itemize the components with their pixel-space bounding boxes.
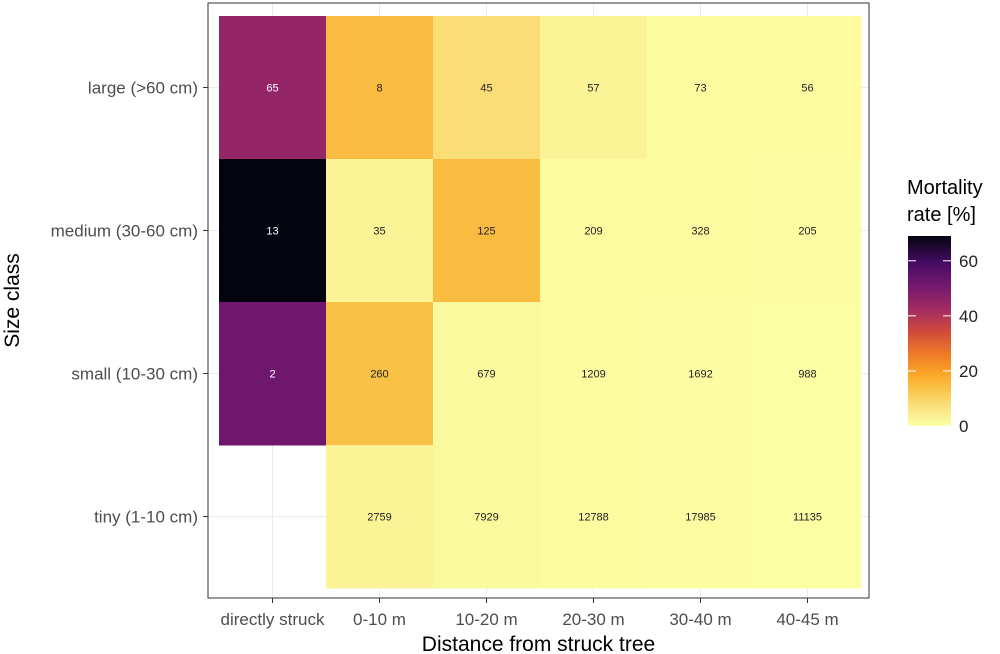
cell-count-label: 65 [266,83,278,95]
heatmap-cell [647,302,755,446]
cell-count-label: 45 [480,83,492,95]
x-tick-label: directly struck [221,610,325,629]
legend-tick-label: 0 [959,417,968,436]
cell-count-label: 56 [801,83,813,95]
heatmap-cell [647,159,755,303]
cell-count-label: 988 [798,369,816,381]
y-axis-title: Size class [1,253,24,348]
x-tick-label: 30-40 m [669,610,731,629]
cell-count-label: 13 [266,226,278,238]
heatmap-cell [326,445,434,589]
heatmap-cell [754,302,862,446]
panel-border [207,2,870,599]
legend-tick-label: 20 [959,362,978,381]
heatmap-cell [433,445,541,589]
cell-count-label: 12788 [578,512,609,524]
x-axis: directly struck 0-10 m 10-20 m 20-30 m 30-40… [221,598,839,629]
cell-count-label: 2 [269,369,275,381]
x-tick-label: 40-45 m [776,610,838,629]
y-tick-label: large (>60 cm) [88,79,198,98]
cell-count-label: 7929 [474,512,498,524]
y-axis: large (>60 cm) medium (30-60 cm) small (10… [51,79,208,527]
cell-count-label: 35 [373,226,385,238]
x-tick-label: 20-30 m [562,610,624,629]
legend-colorbar [908,236,951,426]
heatmap-cell [433,302,541,446]
cell-count-label: 17985 [685,512,716,524]
cell-count-label: 57 [587,83,599,95]
heatmap-cell [754,16,862,160]
y-tick-label: tiny (1-10 cm) [94,508,198,527]
legend-tick-label: 40 [959,307,978,326]
color-legend: Mortality rate [%] 0 20 40 60 [907,177,983,436]
cell-count-label: 205 [798,226,816,238]
heatmap-cell [433,159,541,303]
cell-count-label: 328 [691,226,709,238]
cell-count-label: 209 [584,226,602,238]
heatmap-cell [326,302,434,446]
heatmap-cell [219,16,327,160]
x-tick-label: 10-20 m [455,610,517,629]
cell-count-label: 2759 [367,512,391,524]
heatmap-cell [326,16,434,160]
heatmap-cell [540,445,648,589]
legend-ticks: 0 20 40 60 [908,252,978,436]
legend-title-line-1: Mortality [907,177,983,199]
heatmap-cell [647,16,755,160]
cell-count-label: 260 [370,369,388,381]
cell-count-label: 8 [376,83,382,95]
cell-labels: 65 8 45 57 73 56 13 35 125 209 328 205 2 260 679 1209 16… [266,83,822,524]
x-tick-label: 0-10 m [353,610,406,629]
heatmap-cell [433,16,541,160]
heatmap-cell [540,302,648,446]
cell-count-label: 11135 [793,512,822,524]
cell-count-label: 1209 [581,369,605,381]
heatmap-cell [540,16,648,160]
cell-count-label: 73 [694,83,706,95]
y-tick-label: medium (30-60 cm) [51,222,198,241]
heatmap-cell [219,302,327,446]
heatmap-cell [540,159,648,303]
heatmap-cell [219,159,327,303]
cell-count-label: 125 [477,226,495,238]
heatmap-cells [219,16,862,589]
legend-title-line-2: rate [%] [907,204,976,226]
heatmap-cell [647,445,755,589]
heatmap-cell [754,445,862,589]
heatmap-cell [754,159,862,303]
x-axis-title: Distance from struck tree [422,633,655,654]
y-tick-label: small (10-30 cm) [71,365,198,384]
cell-count-label: 679 [477,369,495,381]
cell-count-label: 1692 [688,369,712,381]
heatmap-cell [326,159,434,303]
legend-tick-label: 60 [959,252,978,271]
